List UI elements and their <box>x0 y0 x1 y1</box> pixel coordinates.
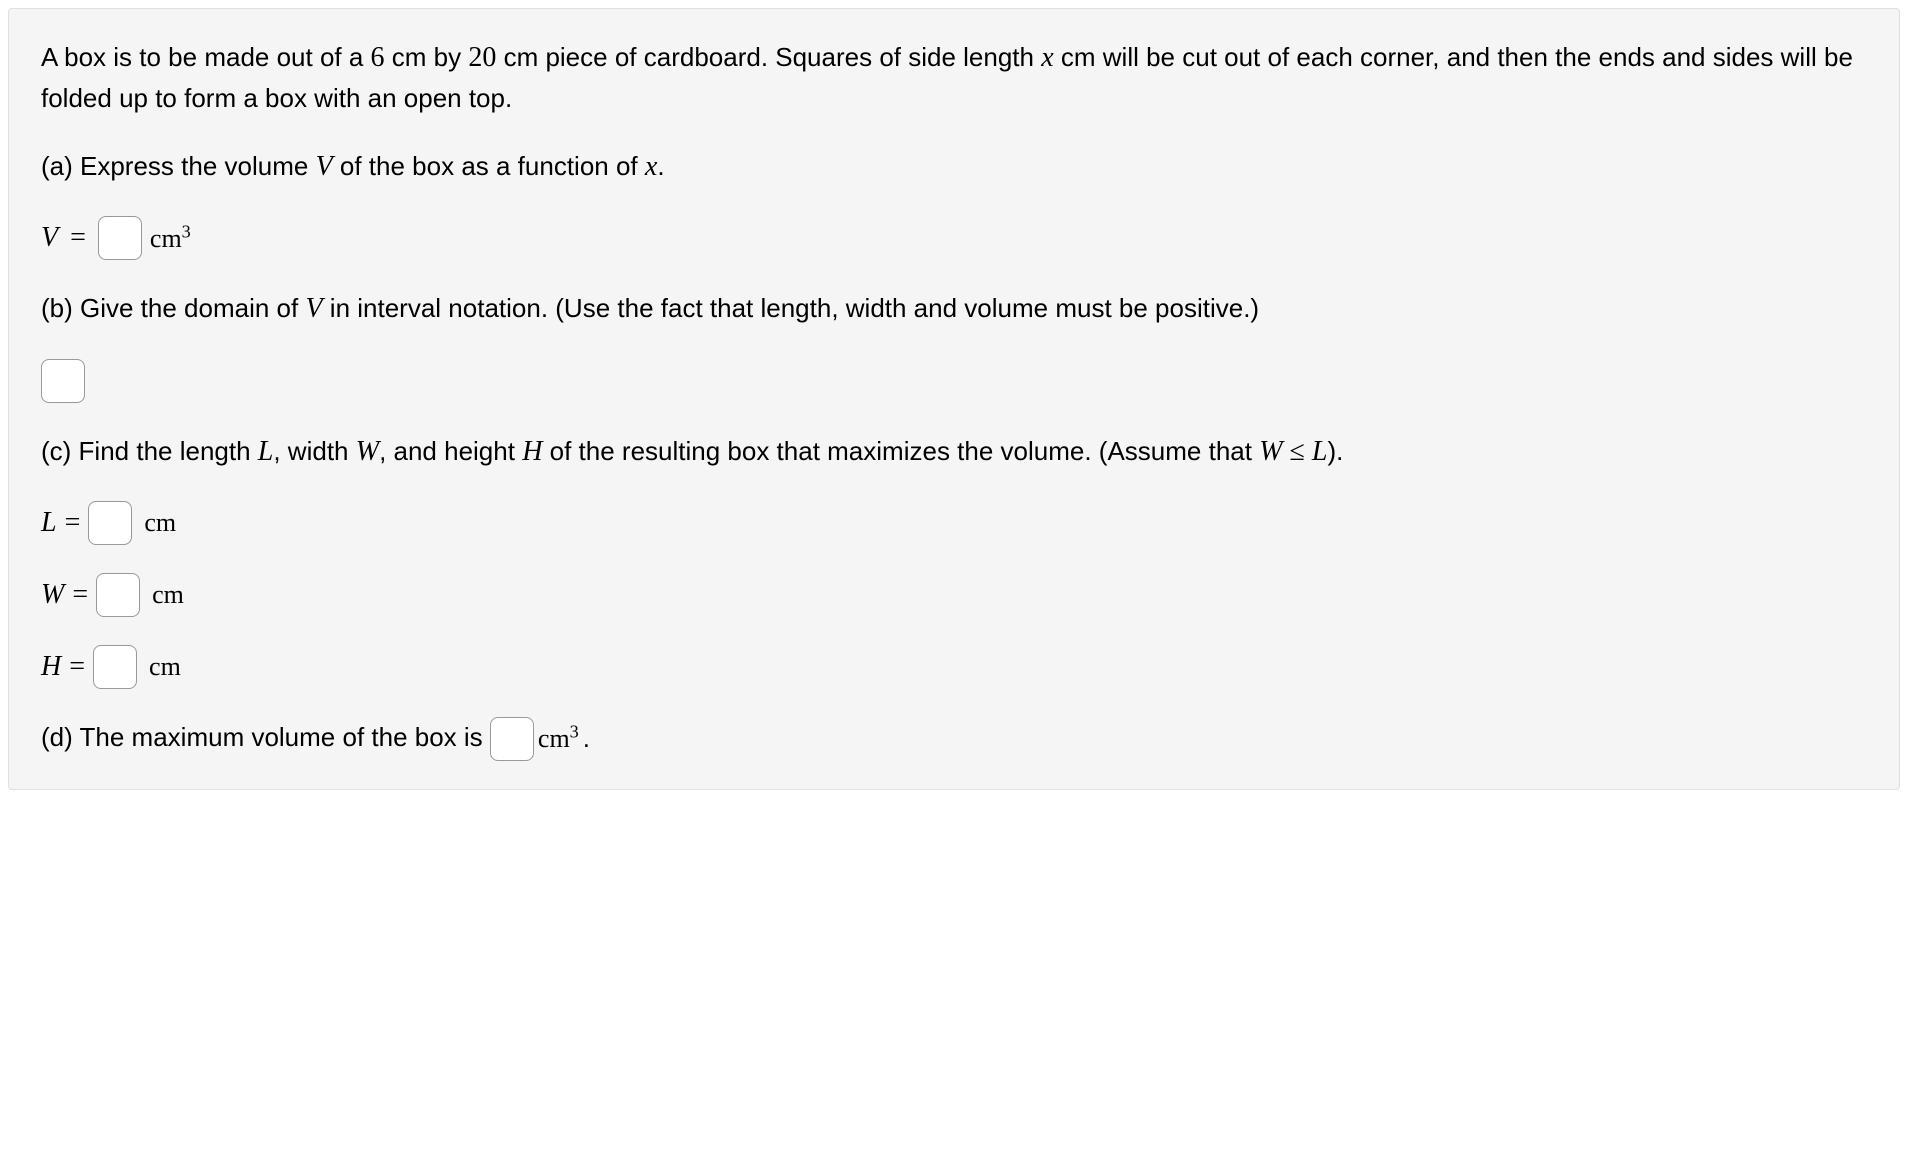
max-volume-unit-text: cm <box>538 724 570 753</box>
problem-container: A box is to be made out of a 6 cm by 20 … <box>8 8 1900 790</box>
width-var: W <box>41 574 64 616</box>
variable-x: x <box>1041 42 1053 73</box>
length-unit: cm <box>144 503 176 542</box>
part-a-var-x: x <box>645 151 657 182</box>
intro-text-1: A box is to be made out of a <box>41 42 371 72</box>
part-c-text-3: , and height <box>379 436 522 466</box>
part-c-var-w: W <box>356 436 379 467</box>
width-input[interactable] <box>96 573 140 617</box>
volume-unit-text: cm <box>150 224 182 253</box>
part-d-label: (d) The maximum volume of the box is <box>41 721 490 751</box>
length-equals: = <box>65 502 81 544</box>
part-b: (b) Give the domain of V in interval not… <box>41 288 1867 330</box>
volume-input[interactable] <box>98 216 142 260</box>
part-c-text-5: ). <box>1327 436 1343 466</box>
part-c: (c) Find the length L, width W, and heig… <box>41 431 1867 473</box>
length-var: L <box>41 502 57 544</box>
part-a-text-2: of the box as a function of <box>333 151 645 181</box>
part-c-text-4: of the resulting box that maximizes the … <box>542 436 1259 466</box>
height-equals: = <box>69 646 85 688</box>
height-var: H <box>41 646 61 688</box>
part-a-var-v: V <box>316 151 333 182</box>
max-volume-unit-exp: 3 <box>570 721 579 741</box>
domain-input[interactable] <box>41 359 85 403</box>
intro-text-2: cm by <box>385 42 469 72</box>
part-a-label: (a) Express the volume <box>41 151 316 181</box>
part-c-text-2: , width <box>273 436 355 466</box>
max-volume-unit: cm3 <box>538 719 579 758</box>
max-volume-input[interactable] <box>490 717 534 761</box>
width-unit: cm <box>152 575 184 614</box>
part-b-text-2: in interval notation. (Use the fact that… <box>323 293 1260 323</box>
part-c-var-w2: W <box>1259 436 1282 467</box>
part-d-period: . <box>583 719 590 758</box>
part-c-var-h: H <box>522 436 542 467</box>
volume-unit: cm3 <box>150 219 191 258</box>
part-c-label: (c) Find the length <box>41 436 258 466</box>
problem-intro: A box is to be made out of a 6 cm by 20 … <box>41 37 1867 118</box>
leq-symbol: ≤ <box>1283 436 1312 467</box>
width-equation: W = cm <box>41 573 1867 617</box>
volume-equals: = <box>70 217 86 259</box>
height-unit: cm <box>149 647 181 686</box>
height-equation: H = cm <box>41 645 1867 689</box>
part-c-var-l: L <box>258 436 274 467</box>
dimension-2: 20 <box>468 42 496 73</box>
max-volume-group: cm3. <box>490 717 590 761</box>
height-input[interactable] <box>93 645 137 689</box>
length-equation: L = cm <box>41 501 1867 545</box>
length-input[interactable] <box>88 501 132 545</box>
volume-unit-exp: 3 <box>182 221 191 241</box>
part-a-text-3: . <box>657 151 664 181</box>
volume-equation: V = cm3 <box>41 216 1867 260</box>
part-b-var-v: V <box>305 293 322 324</box>
volume-var: V <box>41 217 58 259</box>
part-b-label: (b) Give the domain of <box>41 293 305 323</box>
part-d: (d) The maximum volume of the box is cm3… <box>41 717 1867 761</box>
dimension-1: 6 <box>371 42 385 73</box>
intro-text-3: cm piece of cardboard. Squares of side l… <box>496 42 1041 72</box>
part-c-var-l2: L <box>1312 436 1328 467</box>
part-a: (a) Express the volume V of the box as a… <box>41 146 1867 188</box>
width-equals: = <box>72 574 88 616</box>
domain-input-row <box>41 358 1867 403</box>
